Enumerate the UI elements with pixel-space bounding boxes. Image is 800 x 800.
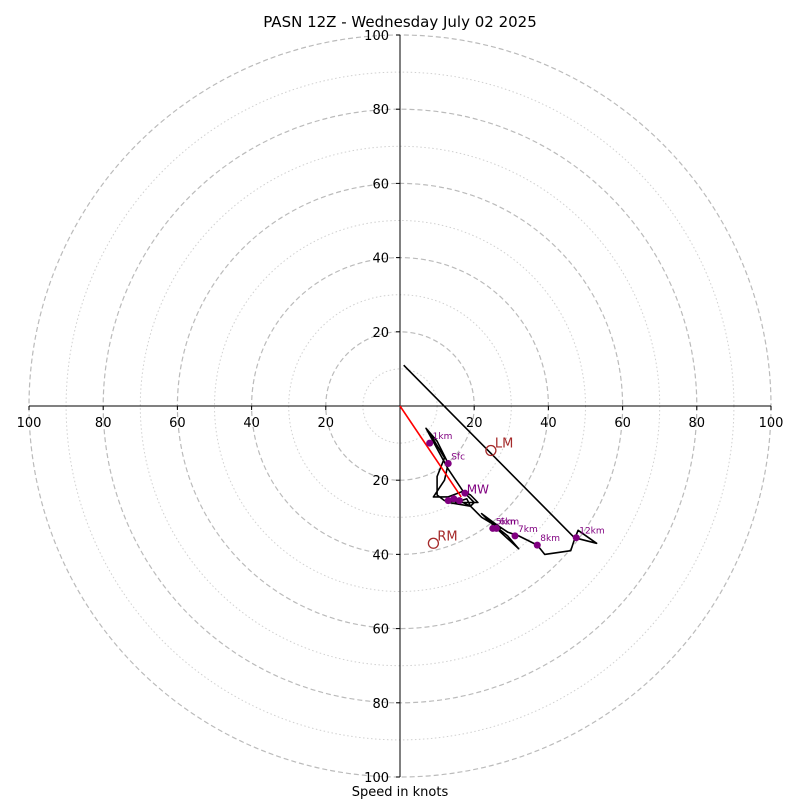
height-marker-point xyxy=(533,541,541,549)
height-marker-point xyxy=(492,524,500,532)
chart-title: PASN 12Z - Wednesday July 02 2025 xyxy=(263,13,537,31)
y-tick-label: 100 xyxy=(364,771,389,786)
y-tick-label: 20 xyxy=(372,326,389,341)
x-tick-label: 80 xyxy=(95,416,112,431)
x-tick-label: 80 xyxy=(689,416,706,431)
storm-motion-marker xyxy=(427,537,440,549)
storm-vector xyxy=(399,405,462,498)
x-axis-label: Speed in knots xyxy=(352,785,449,800)
y-tick-label: 40 xyxy=(372,548,389,563)
x-tick-label: 100 xyxy=(759,416,784,431)
height-marker-point xyxy=(511,532,519,540)
height-marker-point xyxy=(450,495,458,503)
height-marker-point xyxy=(572,534,580,542)
x-tick-label: 60 xyxy=(169,416,186,431)
y-tick-label: 100 xyxy=(364,29,389,44)
y-tick-label: 80 xyxy=(372,103,389,118)
storm-motion-label: LM xyxy=(495,437,513,452)
height-marker-label: 5km xyxy=(496,517,516,527)
y-tick-label: 80 xyxy=(372,697,389,712)
storm-motion-label: RM xyxy=(437,529,457,544)
y-tick-label: 20 xyxy=(372,474,389,489)
x-tick-label: 60 xyxy=(614,416,631,431)
y-tick-label: 60 xyxy=(372,177,389,192)
storm-motion-marker xyxy=(485,444,497,457)
height-marker-point xyxy=(461,489,469,497)
height-marker-label: 7km xyxy=(518,525,538,535)
storm-motion-layer: LM RM MW xyxy=(427,437,513,549)
x-tick-label: 20 xyxy=(466,416,483,431)
mean-wind-label: MW xyxy=(467,482,489,496)
height-marker-label: 8km xyxy=(540,534,560,544)
y-tick-label: 60 xyxy=(372,623,389,638)
y-tick-label: 40 xyxy=(372,252,389,267)
height-marker-label: 6km xyxy=(499,517,519,527)
height-marker-point xyxy=(455,497,463,505)
tick-labels: 100 100 80 80 60 60 40 40 20 20 20 20 40 40 60 60 80 80 10… xyxy=(17,29,784,786)
storm-vector-layer xyxy=(399,405,462,498)
x-tick-label: 20 xyxy=(318,416,335,431)
height-marker-point xyxy=(426,439,434,447)
x-tick-label: 40 xyxy=(540,416,557,431)
x-tick-label: 100 xyxy=(17,416,42,431)
height-marker-label: 1km xyxy=(433,432,453,442)
x-tick-label: 40 xyxy=(243,416,260,431)
height-marker-point xyxy=(444,460,452,468)
height-marker-point xyxy=(444,497,452,505)
height-marker-label: Sfc xyxy=(451,453,465,463)
height-marker-label: 12km xyxy=(579,527,604,537)
